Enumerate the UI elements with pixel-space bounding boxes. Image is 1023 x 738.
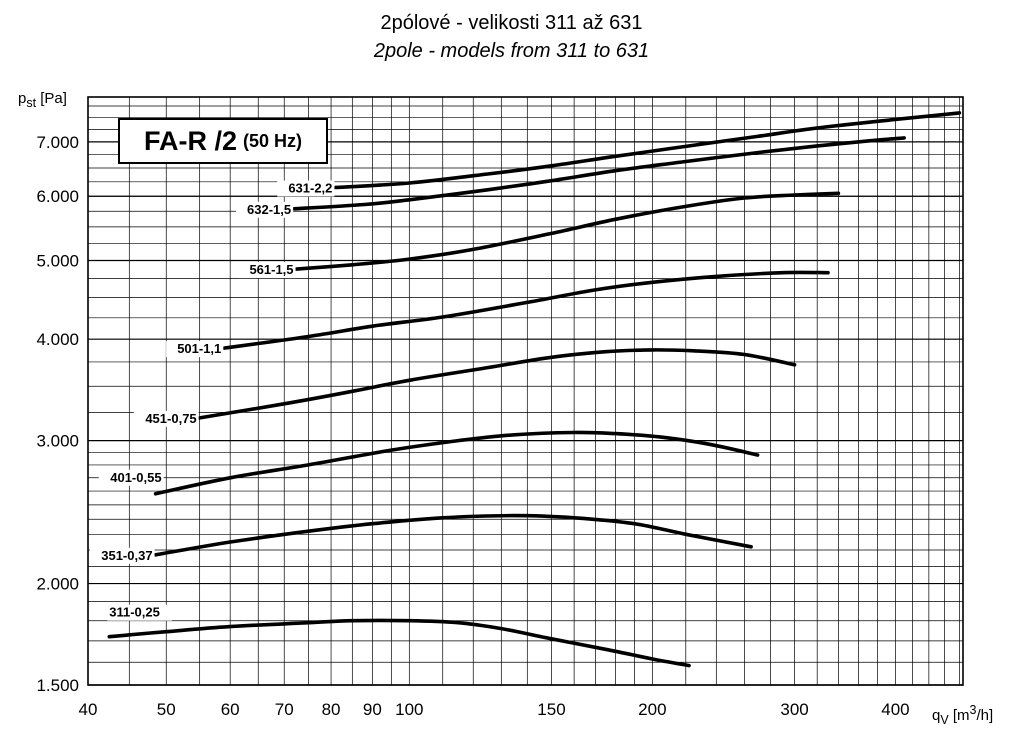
chart-subtitle: 2pole - models from 311 to 631 [373, 40, 650, 62]
y-axis-symbol: p [18, 90, 27, 107]
series-line [292, 136, 906, 211]
plot-frame [87, 96, 964, 686]
y-tick-label: 4.000 [36, 330, 79, 349]
y-tick-label: 6.000 [36, 187, 79, 206]
model-frequency: (50 Hz) [243, 130, 303, 151]
x-tick-label: 50 [157, 700, 176, 719]
x-axis-subscript: V [940, 713, 949, 727]
series-label-background [107, 604, 173, 621]
series-label-background [238, 262, 296, 279]
series-label: 501-1,1 [177, 341, 221, 356]
y-tick-label: 2.000 [36, 575, 79, 594]
series-line [153, 430, 760, 496]
x-tick-label: 80 [322, 700, 341, 719]
x-tick-label: 60 [221, 700, 240, 719]
series-label-background [235, 201, 294, 218]
y-tick-label: 1.500 [36, 676, 79, 695]
model-name: FA-R /2 [143, 125, 237, 156]
series-line [107, 618, 691, 668]
series-label: 561-1,5 [249, 262, 293, 277]
model-label-box: FA-R /2 (50 Hz) [118, 118, 328, 164]
series-label: 351-0,37 [101, 548, 152, 563]
chart-title: 2pólové - velikosti 311 až 631 [380, 12, 643, 34]
y-axis-unit: [Pa] [40, 90, 67, 107]
x-axis-symbol: q [932, 707, 941, 724]
x-axis-unit-suffix: /h] [976, 707, 994, 724]
x-axis-unit-prefix: [m [952, 707, 970, 724]
series-label-background [166, 341, 224, 358]
y-tick-label: 7.000 [36, 133, 79, 152]
y-axis-subscript: st [26, 96, 37, 110]
x-tick-label: 70 [275, 700, 294, 719]
x-axis-unit-exponent: 3 [969, 703, 977, 717]
series-label-background [277, 180, 335, 197]
y-tick-label: 5.000 [36, 252, 79, 271]
series-label: 631-2,2 [288, 181, 332, 196]
x-tick-label: 400 [881, 700, 909, 719]
series-label: 451-0,75 [145, 411, 196, 426]
series-line [294, 191, 841, 271]
series-line [197, 348, 797, 420]
y-tick-label: 3.000 [36, 432, 79, 451]
series-label-background [89, 547, 155, 564]
series-line [153, 513, 753, 557]
series-label-background [133, 410, 199, 427]
x-axis-label: qV [m3/h] [932, 703, 993, 727]
series-label: 311-0,25 [109, 605, 160, 620]
x-tick-label: 90 [363, 700, 382, 719]
series-line [333, 111, 962, 190]
series-label: 401-0,55 [110, 470, 161, 485]
x-tick-label: 300 [780, 700, 808, 719]
series-line [222, 270, 830, 350]
x-tick-label: 200 [638, 700, 666, 719]
x-tick-label: 40 [79, 700, 98, 719]
series-label: 632-1,5 [247, 202, 291, 217]
x-tick-label: 100 [395, 700, 423, 719]
x-tick-label: 150 [537, 700, 565, 719]
series-label-background [98, 469, 164, 486]
y-axis-label: pst [Pa] [18, 90, 67, 110]
